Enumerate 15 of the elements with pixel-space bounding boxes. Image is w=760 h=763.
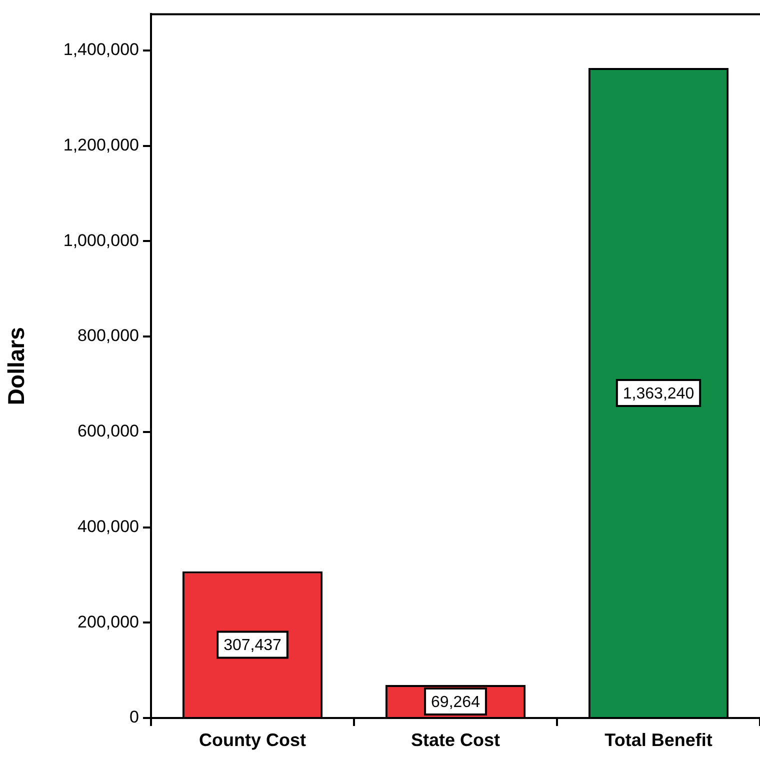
y-tick-label: 1,000,000 (63, 230, 139, 250)
y-axis-title: Dollars (3, 327, 30, 406)
data-label: 307,437 (224, 637, 282, 654)
y-tick-label: 200,000 (78, 612, 139, 632)
y-tick-label: 600,000 (78, 422, 139, 441)
x-tick-label: County Cost (199, 730, 306, 750)
x-tick-label: State Cost (410, 730, 500, 750)
y-tick-label: 800,000 (78, 326, 139, 346)
y-tick-label: 400,000 (78, 516, 139, 536)
y-tick-label: 0 (130, 708, 139, 727)
y-tick-label: 1,400,000 (63, 40, 139, 60)
data-label: 1,363,240 (622, 385, 694, 402)
x-tick-label: Total Benefit (604, 730, 712, 750)
y-tick-label: 1,200,000 (63, 135, 139, 154)
data-label: 69,264 (431, 694, 480, 711)
